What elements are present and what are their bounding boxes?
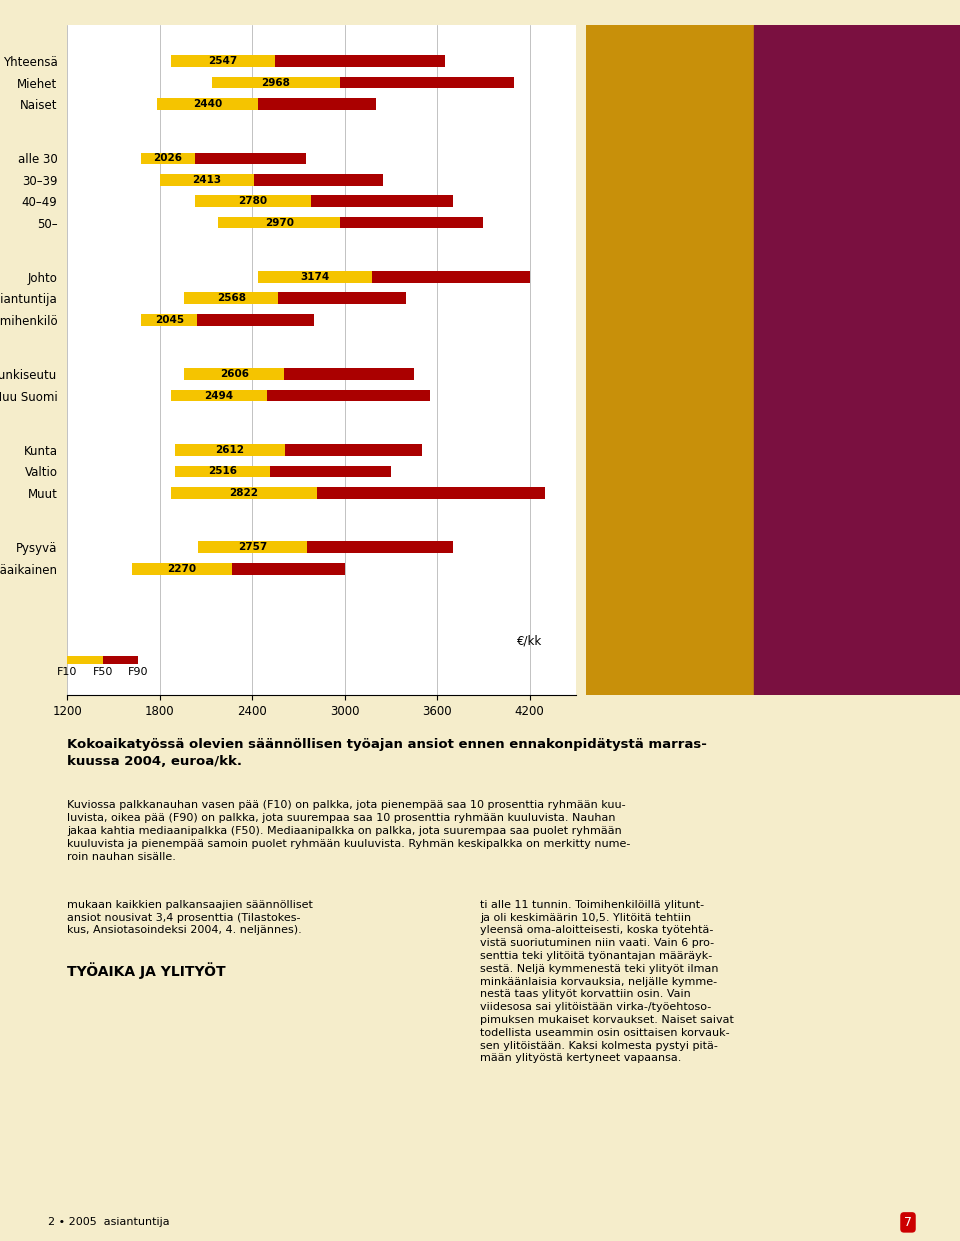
Text: 2413: 2413 [192, 175, 222, 185]
Bar [318, 486, 545, 499]
Bar [258, 98, 375, 109]
Text: €/kk: €/kk [517, 634, 542, 648]
Bar [372, 271, 530, 283]
Bar [278, 293, 406, 304]
Text: mukaan kaikkien palkansaajien säännölliset
ansiot nousivat 3,4 prosenttia (Tilas: mukaan kaikkien palkansaajien säännöllis… [67, 900, 313, 936]
Text: 2494: 2494 [204, 391, 233, 401]
Bar [307, 541, 453, 553]
Text: 2568: 2568 [217, 293, 246, 303]
Bar [132, 563, 232, 575]
Bar [284, 369, 414, 380]
Bar [218, 217, 340, 228]
Text: 2516: 2516 [208, 467, 237, 477]
Bar [171, 390, 267, 402]
Bar [141, 153, 195, 164]
Text: 2780: 2780 [238, 196, 268, 206]
Bar [755, 25, 960, 695]
Text: 2606: 2606 [220, 370, 249, 380]
Text: 2612: 2612 [215, 446, 245, 455]
Bar [199, 541, 307, 553]
Text: 2 • 2005  asiantuntija: 2 • 2005 asiantuntija [48, 1217, 170, 1227]
Bar [156, 98, 258, 109]
Bar [232, 563, 345, 575]
Bar [275, 56, 444, 67]
Text: F10: F10 [57, 668, 78, 678]
Bar [67, 656, 103, 664]
Bar [270, 465, 391, 478]
Bar [103, 656, 138, 664]
Bar [267, 390, 429, 402]
Text: 2970: 2970 [265, 217, 294, 227]
Bar [175, 444, 285, 455]
Bar [184, 369, 284, 380]
Bar [340, 77, 515, 88]
Text: TYÖAIKA JA YLITYÖT: TYÖAIKA JA YLITYÖT [67, 962, 226, 979]
Text: 2968: 2968 [261, 77, 290, 88]
Text: 2547: 2547 [208, 56, 237, 66]
Bar [141, 314, 198, 325]
Bar [195, 153, 306, 164]
Bar [258, 271, 372, 283]
Bar [586, 25, 755, 695]
Bar [171, 486, 318, 499]
Text: F50: F50 [92, 668, 113, 678]
Text: 7: 7 [904, 1216, 912, 1229]
Bar [159, 174, 254, 186]
Bar [171, 56, 275, 67]
Text: ti alle 11 tunnin. Toimihenkilöillä ylitunt-
ja oli keskimäärin 10,5. Ylitöitä t: ti alle 11 tunnin. Toimihenkilöillä ylit… [480, 900, 733, 1064]
Bar [311, 195, 453, 207]
Bar [198, 314, 314, 325]
Text: 3174: 3174 [300, 272, 329, 282]
Text: 2757: 2757 [238, 542, 268, 552]
Text: 2440: 2440 [193, 99, 222, 109]
Text: 2026: 2026 [154, 154, 182, 164]
Bar [195, 195, 311, 207]
Text: 2270: 2270 [167, 563, 197, 573]
Text: 2822: 2822 [229, 488, 258, 498]
Bar [175, 465, 270, 478]
Text: F90: F90 [128, 668, 149, 678]
Text: Kuviossa palkkanauhan vasen pää (F10) on palkka, jota pienempää saa 10 prosentti: Kuviossa palkkanauhan vasen pää (F10) on… [67, 800, 631, 861]
Bar [340, 217, 484, 228]
Bar [254, 174, 383, 186]
Bar [285, 444, 421, 455]
Text: Kokoaikatyössä olevien säännöllisen työajan ansiot ennen ennakonpidätystä marras: Kokoaikatyössä olevien säännöllisen työa… [67, 738, 708, 768]
Bar [184, 293, 278, 304]
Text: 2045: 2045 [155, 315, 184, 325]
Bar [212, 77, 340, 88]
